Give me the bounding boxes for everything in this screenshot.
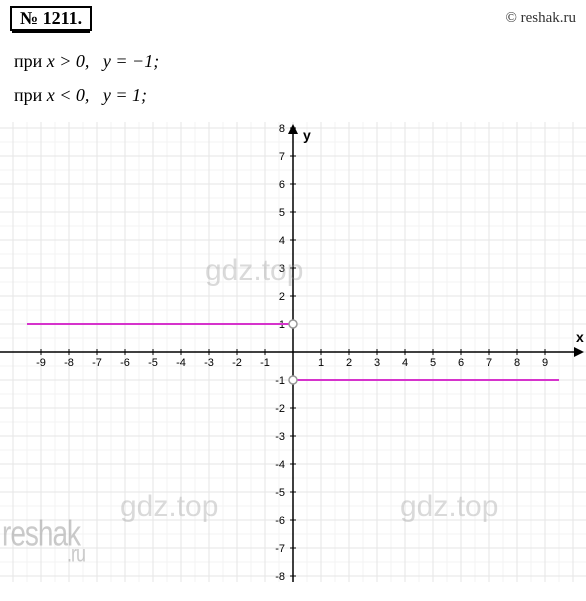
svg-text:1: 1 <box>318 357 324 369</box>
svg-text:-3: -3 <box>275 431 285 443</box>
svg-text:4: 4 <box>402 357 408 369</box>
reshak-logo: reshak .ru <box>2 513 80 555</box>
svg-text:2: 2 <box>346 357 352 369</box>
svg-text:y: y <box>303 127 311 143</box>
svg-text:7: 7 <box>279 151 285 163</box>
svg-text:2: 2 <box>279 291 285 303</box>
svg-text:-1: -1 <box>275 375 285 387</box>
problem-number: № 1211. <box>10 6 92 31</box>
svg-text:-7: -7 <box>275 543 285 555</box>
svg-text:8: 8 <box>279 123 285 135</box>
coordinate-chart: -9-8-7-6-5-4-3-2-1123456789-9-8-7-6-5-4-… <box>0 122 586 582</box>
svg-text:-7: -7 <box>92 357 102 369</box>
svg-text:-3: -3 <box>204 357 214 369</box>
svg-text:8: 8 <box>514 357 520 369</box>
svg-text:-4: -4 <box>275 459 285 471</box>
svg-text:-5: -5 <box>148 357 158 369</box>
svg-text:-2: -2 <box>275 403 285 415</box>
svg-text:6: 6 <box>279 179 285 191</box>
cond1-prefix: при <box>14 51 47 71</box>
svg-text:3: 3 <box>279 263 285 275</box>
svg-text:-4: -4 <box>176 357 186 369</box>
svg-text:7: 7 <box>486 357 492 369</box>
svg-text:-9: -9 <box>36 357 46 369</box>
svg-text:x: x <box>576 329 584 345</box>
svg-text:9: 9 <box>542 357 548 369</box>
conditions: при x > 0, y = −1; при x < 0, y = 1; <box>0 35 586 122</box>
cond2-result: y = 1; <box>103 85 147 105</box>
chart-container: -9-8-7-6-5-4-3-2-1123456789-9-8-7-6-5-4-… <box>0 122 586 582</box>
svg-text:-2: -2 <box>232 357 242 369</box>
svg-text:-8: -8 <box>64 357 74 369</box>
svg-text:4: 4 <box>279 235 285 247</box>
svg-text:3: 3 <box>374 357 380 369</box>
copyright-text: © reshak.ru <box>505 10 576 27</box>
cond1-result: y = −1; <box>103 51 159 71</box>
svg-text:-1: -1 <box>260 357 270 369</box>
svg-text:5: 5 <box>430 357 436 369</box>
cond2-prefix: при <box>14 85 47 105</box>
svg-text:-8: -8 <box>275 571 285 582</box>
reshak-ru: .ru <box>67 540 85 567</box>
svg-text:6: 6 <box>458 357 464 369</box>
cond2-cond: x < 0, <box>47 85 90 105</box>
svg-text:-6: -6 <box>120 357 130 369</box>
cond1-cond: x > 0, <box>47 51 90 71</box>
svg-text:5: 5 <box>279 207 285 219</box>
condition-line-1: при x > 0, y = −1; <box>14 45 572 77</box>
svg-text:-6: -6 <box>275 515 285 527</box>
condition-line-2: при x < 0, y = 1; <box>14 79 572 111</box>
svg-text:-5: -5 <box>275 487 285 499</box>
